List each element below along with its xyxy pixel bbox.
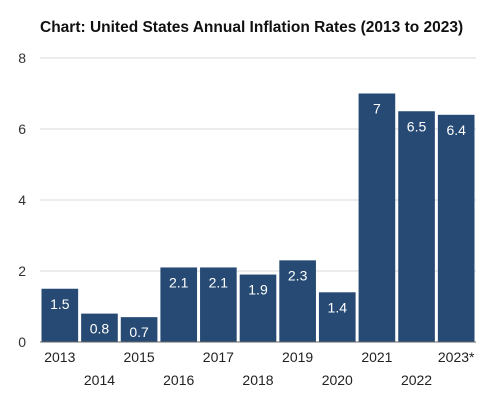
data-label: 7 [373, 101, 381, 117]
bar-2018 [239, 274, 277, 342]
bar-2021 [358, 93, 396, 342]
y-tick-label: 2 [18, 263, 26, 279]
y-tick-label: 8 [18, 50, 26, 66]
data-label: 1.5 [50, 296, 70, 312]
bar-2015 [120, 317, 158, 342]
x-tick-label: 2019 [282, 349, 313, 365]
data-label: 0.7 [129, 324, 149, 340]
data-label: 1.4 [328, 299, 348, 315]
x-tick-label: 2014 [84, 372, 115, 388]
x-tick-label: 2020 [322, 372, 353, 388]
x-tick-label: 2022 [401, 372, 432, 388]
bar-2020 [318, 292, 356, 342]
data-label: 2.1 [169, 274, 189, 290]
x-tick-label: 2016 [163, 372, 194, 388]
data-label: 0.8 [90, 321, 110, 337]
bar-2014 [81, 313, 118, 342]
data-label: 2.3 [288, 267, 308, 283]
x-tick-label: 2021 [361, 349, 392, 365]
data-label: 6.4 [446, 122, 466, 138]
bar-2019 [279, 260, 316, 342]
x-tick-label: 2023* [438, 349, 475, 365]
data-label: 1.9 [248, 282, 268, 298]
y-axis-ticks: 0 2 4 6 8 [18, 50, 26, 350]
bar-2022 [398, 111, 435, 342]
bar-2013 [41, 288, 79, 342]
data-label: 2.1 [209, 274, 229, 290]
x-tick-label: 2018 [242, 372, 273, 388]
bar-2017 [200, 267, 237, 342]
y-tick-label: 0 [18, 334, 26, 350]
x-axis-ticks: 2013 2014 2015 2016 2017 2018 2019 2020 2021 2022… [44, 349, 475, 388]
data-labels: 1.5 0.8 0.7 2.1 2.1 1.9 2.3 1.4 7 6.5 6.4 [50, 101, 466, 341]
chart-title: Chart: United States Annual Inflation Ra… [40, 19, 463, 36]
y-tick-label: 4 [18, 192, 26, 208]
bar-2016 [160, 267, 198, 342]
y-tick-label: 6 [18, 121, 26, 137]
bars [41, 93, 475, 342]
x-tick-label: 2013 [44, 349, 75, 365]
x-tick-label: 2015 [124, 349, 155, 365]
bar-2023 [437, 114, 475, 342]
data-label: 6.5 [407, 118, 427, 134]
x-tick-label: 2017 [203, 349, 234, 365]
